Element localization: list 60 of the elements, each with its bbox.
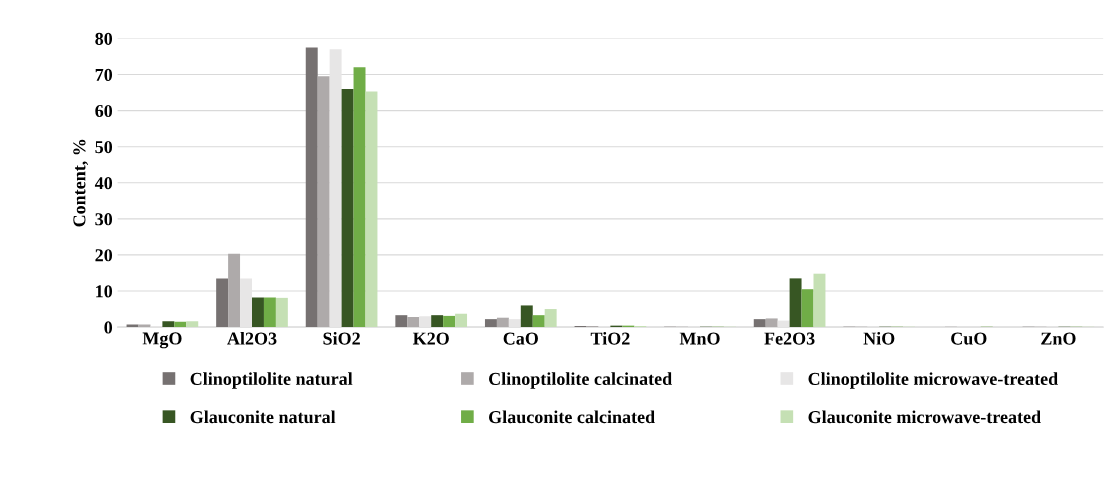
x-tick-label: Al2O3 (227, 331, 277, 345)
y-tick-label: 70 (95, 68, 113, 81)
x-tick-label: SiO2 (323, 331, 360, 345)
bar (228, 253, 241, 328)
bar (341, 88, 354, 328)
bar (443, 315, 456, 328)
x-tick-label: MgO (142, 332, 182, 349)
bar (508, 319, 521, 328)
bar (777, 320, 790, 328)
bar (329, 49, 342, 328)
y-axis-title: Content, % (73, 139, 89, 227)
bar (544, 309, 557, 328)
legend-label: Clinoptilolite natural (190, 372, 353, 389)
bar (186, 321, 199, 328)
legend-label: Clinoptilolite calcinated (489, 372, 672, 389)
x-tick-label: K2O (412, 332, 449, 345)
bar (801, 289, 814, 328)
bar (395, 315, 408, 328)
bar (753, 319, 766, 328)
bar (162, 321, 175, 328)
bar (317, 76, 330, 328)
y-tick-label: 50 (95, 140, 113, 154)
y-tick-label: 40 (94, 177, 113, 190)
x-tick-label: TiO2 (590, 331, 630, 345)
bar (240, 278, 252, 328)
bar (431, 315, 444, 328)
bar (789, 278, 802, 328)
y-tick-label: 30 (95, 213, 113, 226)
bar (520, 305, 533, 328)
bar (419, 316, 432, 328)
bar (496, 317, 509, 328)
y-tick-label: 60 (95, 104, 113, 118)
bar (813, 273, 826, 328)
y-tick-label: 0 (104, 321, 113, 334)
bar (263, 297, 276, 328)
y-tick-label: 10 (96, 285, 113, 298)
y-tick-label: 80 (95, 32, 113, 45)
bar (275, 297, 288, 328)
bar (174, 321, 187, 328)
x-tick-label: ZnO (1041, 332, 1076, 345)
bar (353, 67, 366, 328)
bar (365, 91, 378, 328)
legend-label: Glauconite microwave-treated (808, 410, 1041, 424)
y-tick-label: 20 (95, 249, 113, 262)
legend-label: Clinoptilolite microwave-treated (808, 372, 1058, 389)
x-tick-label: Fe2O3 (764, 332, 815, 345)
x-tick-label: NiO (863, 331, 895, 345)
bar (532, 315, 545, 328)
x-tick-label: CuO (951, 332, 987, 345)
bar (765, 318, 778, 328)
x-tick-label: MnO (679, 332, 720, 345)
legend-label: Glauconite natural (190, 410, 336, 424)
bar (252, 297, 264, 328)
bar (455, 313, 468, 328)
legend-label: Glauconite calcinated (489, 410, 655, 424)
bar (407, 316, 420, 328)
bar (484, 319, 497, 328)
bar (216, 278, 229, 328)
bar (305, 47, 318, 328)
x-tick-label: CaO (503, 332, 538, 345)
